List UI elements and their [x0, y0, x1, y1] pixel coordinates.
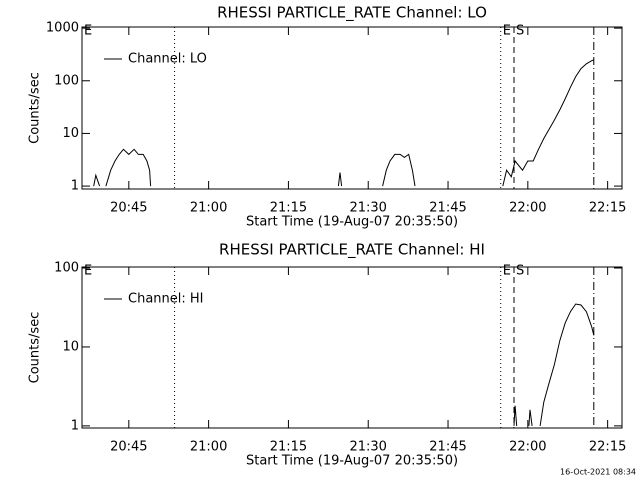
x-tick-label: 21:00	[190, 201, 227, 216]
data-line	[513, 303, 595, 426]
marker-label: S	[516, 264, 524, 279]
x-tick-label: 21:30	[349, 440, 386, 455]
x-axis-label: Start Time (19-Aug-07 20:35:50)	[246, 454, 458, 469]
x-axis-label: Start Time (19-Aug-07 20:35:50)	[246, 215, 458, 230]
x-tick-label: 20:45	[110, 440, 147, 455]
y-tick-label: 10	[62, 126, 79, 141]
x-tick-label: 22:15	[589, 201, 626, 216]
marker-label: E	[84, 24, 92, 39]
y-tick-label: 100	[54, 73, 79, 88]
x-tick-label: 22:00	[509, 440, 546, 455]
x-tick-label: 21:30	[349, 201, 386, 216]
legend-label: Channel: LO	[128, 52, 207, 67]
marker-label: E	[503, 264, 511, 279]
x-tick-label: 21:00	[190, 440, 227, 455]
y-tick-label: 1	[71, 179, 79, 194]
plot-frame	[81, 26, 623, 190]
marker-label: E	[503, 24, 511, 39]
chart-title: RHESSI PARTICLE_RATE Channel: LO	[217, 4, 487, 23]
chart-title: RHESSI PARTICLE_RATE Channel: HI	[219, 241, 485, 260]
x-tick-label: 22:15	[589, 440, 626, 455]
footer: 16-Oct-2021 08:34	[560, 468, 636, 477]
y-axis-label: Counts/sec	[28, 72, 43, 144]
x-tick-label: 20:45	[110, 201, 147, 216]
x-tick-label: 22:00	[509, 201, 546, 216]
x-tick-label: 21:45	[429, 440, 466, 455]
y-tick-label: 10	[62, 339, 79, 354]
y-tick-label: 1000	[46, 21, 79, 36]
marker-label: S	[516, 24, 524, 39]
x-tick-label: 21:45	[429, 201, 466, 216]
y-tick-label: 1	[71, 418, 79, 433]
legend-label: Channel: HI	[128, 292, 204, 307]
y-tick-label: 100	[54, 261, 79, 276]
x-tick-label: 21:15	[270, 201, 307, 216]
data-line	[93, 59, 594, 187]
plot-frame	[81, 266, 623, 429]
marker-label: E	[84, 264, 92, 279]
x-tick-label: 21:15	[270, 440, 307, 455]
y-axis-label: Counts/sec	[28, 312, 43, 384]
